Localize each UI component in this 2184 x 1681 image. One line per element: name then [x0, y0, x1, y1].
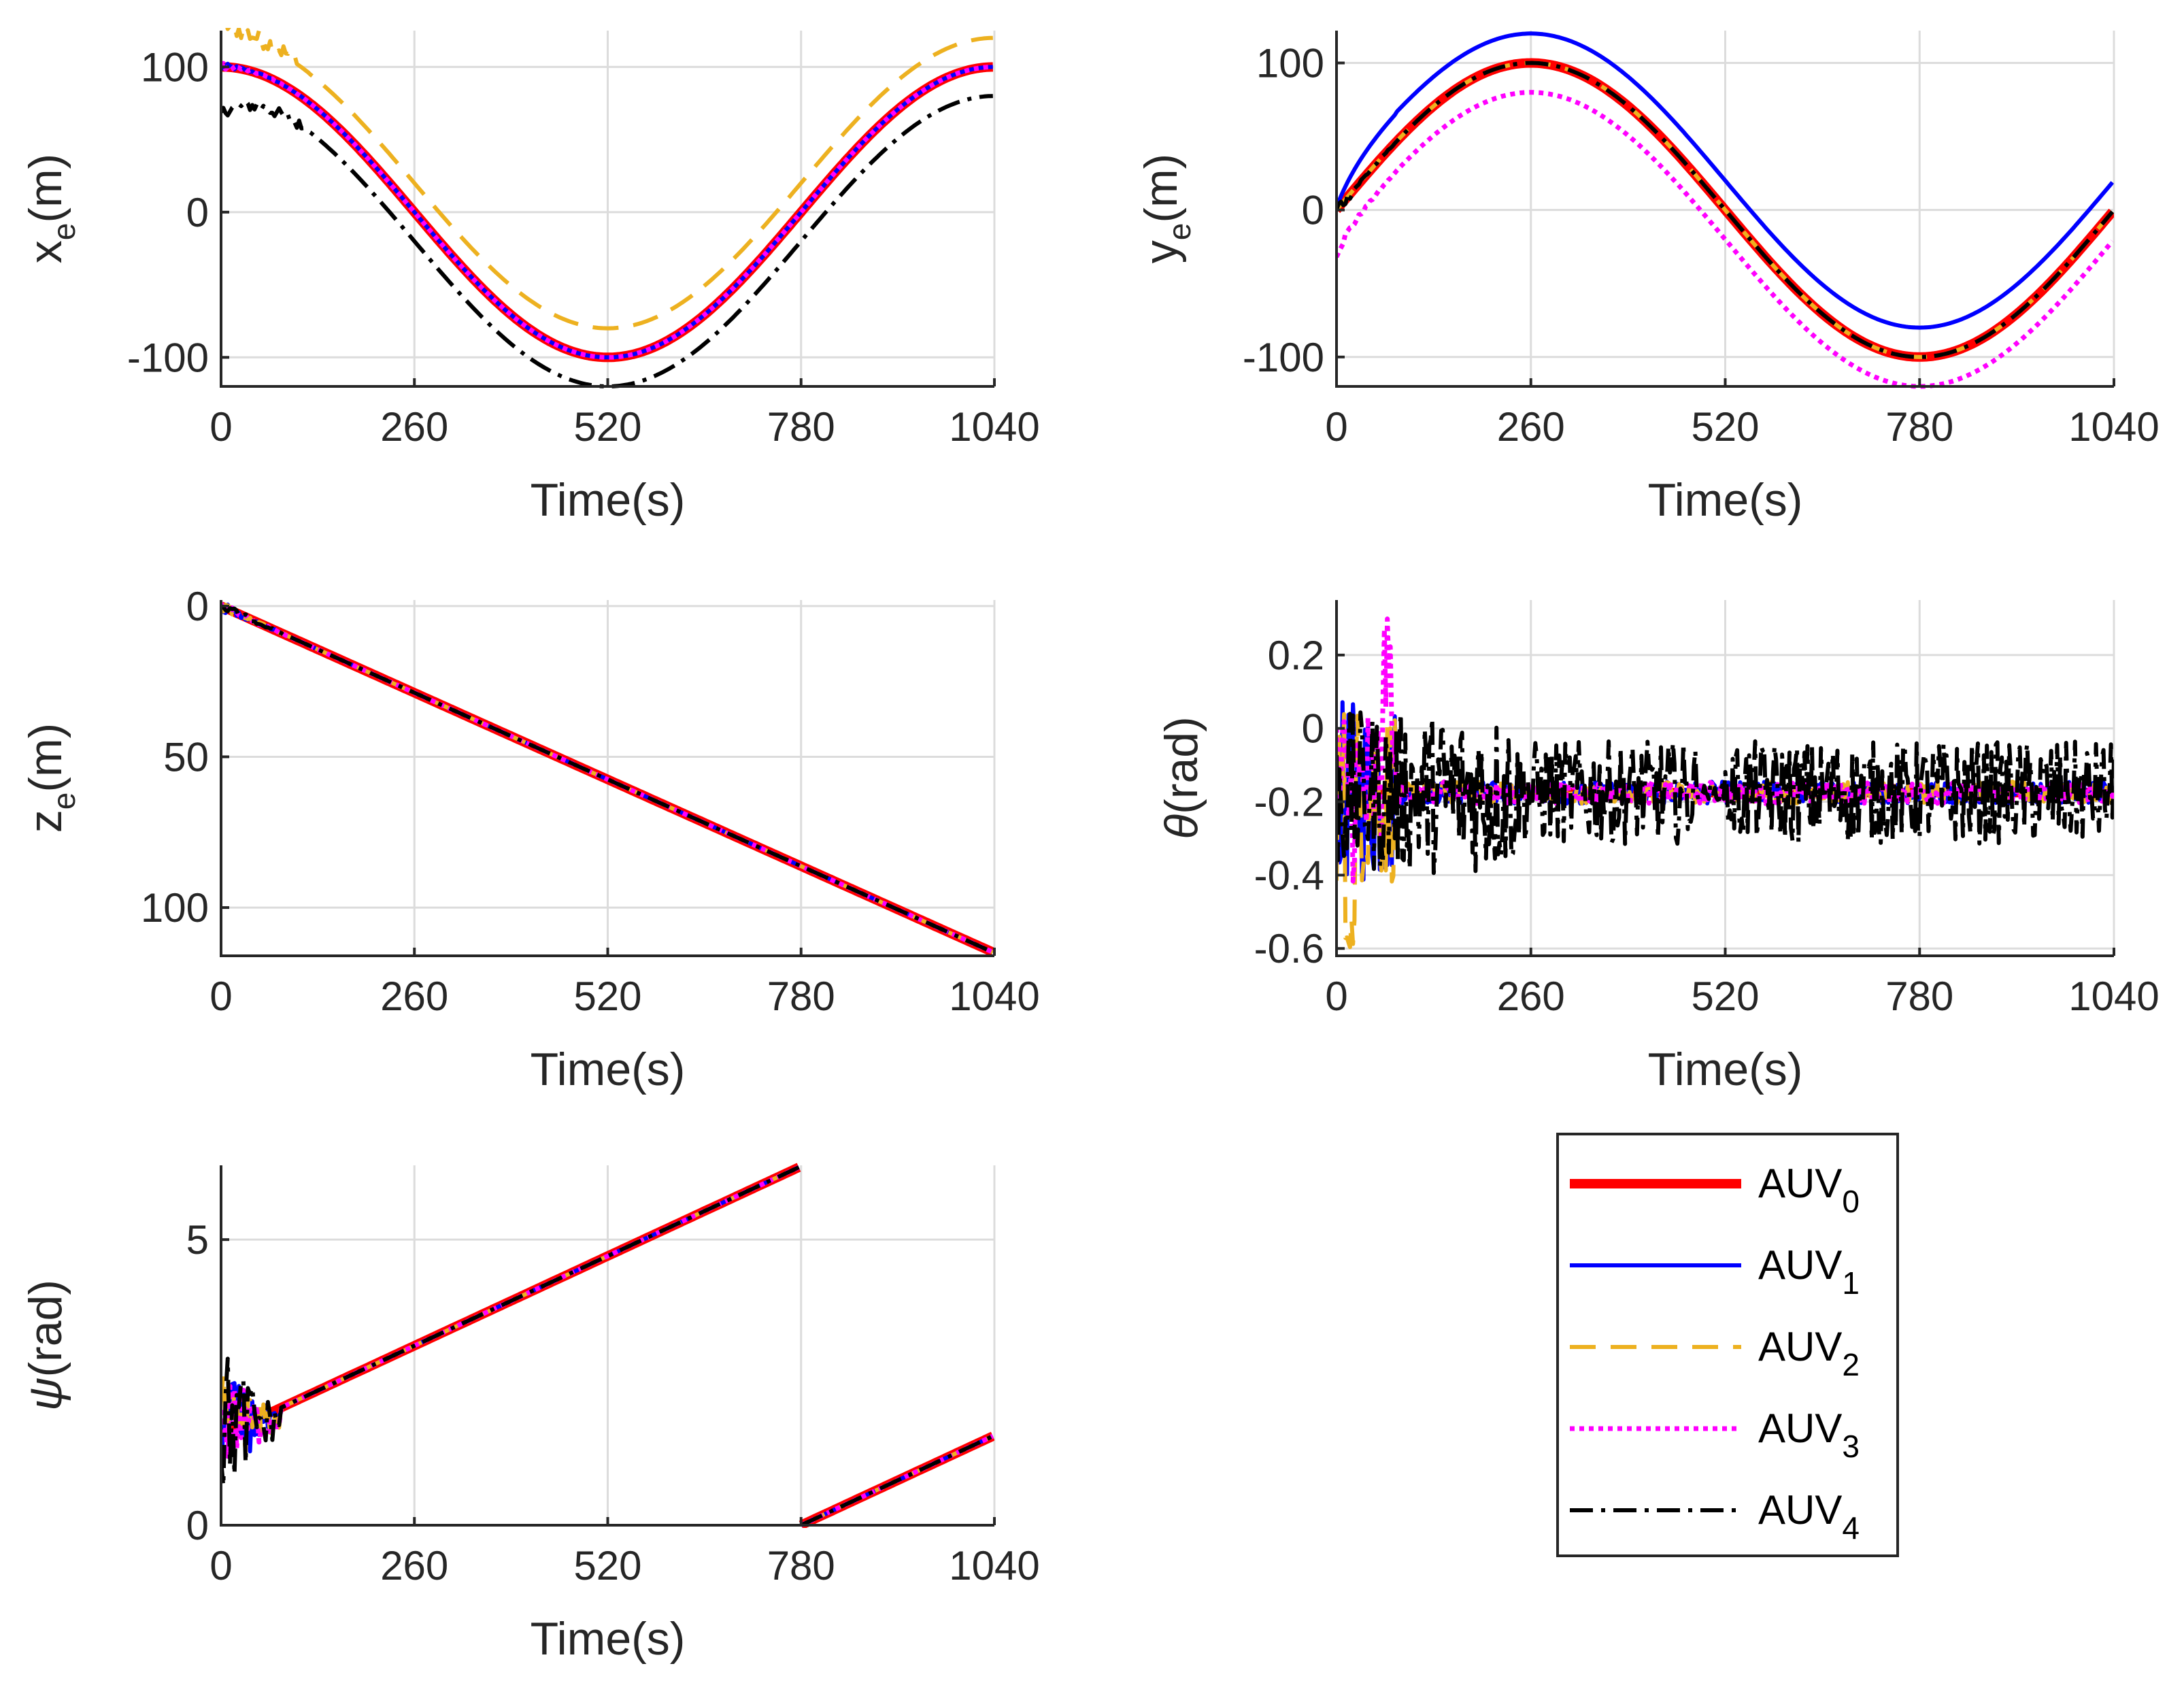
x-tick-label: 520 [573, 973, 641, 1019]
y-tick-label: 100 [141, 44, 209, 90]
y-tick-label: 0 [1302, 188, 1324, 233]
y-tick-label: -0.6 [1254, 926, 1324, 971]
y-tick-label: 5 [186, 1217, 209, 1263]
y-tick-label: 0.2 [1268, 633, 1324, 678]
series-psi-auv4 [800, 1434, 994, 1527]
y-tick-label: 0 [186, 1503, 209, 1548]
x-tick-label: 0 [1325, 973, 1347, 1019]
series-psi-auv4 [221, 1165, 800, 1488]
x-tick-label: 520 [1691, 973, 1759, 1019]
x-tick-label: 1040 [2068, 404, 2159, 450]
x-tick-label: 1040 [949, 1543, 1039, 1588]
y-tick-label: 0 [186, 190, 209, 235]
x-tick-label: 520 [1691, 404, 1759, 450]
x-tick-label: 780 [1885, 973, 1953, 1019]
x-tick-label: 520 [573, 1543, 641, 1588]
y-tick-label: 100 [1256, 41, 1324, 86]
x-tick-label: 260 [380, 1543, 448, 1588]
x-axis-label: Time(s) [531, 474, 686, 526]
y-axis-label: xe(m) [20, 154, 82, 264]
x-tick-label: 1040 [949, 404, 1039, 450]
legend-label-auv3: AUV3 [1758, 1405, 1860, 1464]
legend: AUV0 AUV1 AUV2 AUV3 AUV4 [1556, 1133, 1899, 1557]
y-tick-label: -100 [1243, 335, 1324, 380]
plot-ze: 0 260 520 780 1040 0 50 100 Time(s) ze(m) [20, 584, 1040, 1095]
x-tick-label: 0 [209, 404, 232, 450]
legend-entries: AUV0 AUV1 AUV2 AUV3 AUV4 [1570, 1161, 1860, 1546]
series-xe-auv2 [225, 28, 993, 331]
y-tick-label: 100 [141, 885, 209, 931]
x-tick-label: 0 [1325, 404, 1347, 450]
x-axis-label: Time(s) [531, 1613, 686, 1665]
plot-psi: 0 260 520 780 1040 0 5 Time(s) ψ(rad) [20, 1163, 1040, 1665]
series-xe-auv3 [221, 61, 993, 360]
y-axis-label: ψ(rad) [20, 1280, 71, 1411]
legend-label-auv2: AUV2 [1758, 1324, 1860, 1382]
legend-label-auv1: AUV1 [1758, 1242, 1860, 1301]
x-tick-label: 780 [767, 1543, 835, 1588]
x-tick-label: 260 [1497, 973, 1565, 1019]
y-tick-label: 0 [1302, 706, 1324, 752]
x-tick-label: 1040 [949, 973, 1039, 1019]
y-axis-label: θ(rad) [1156, 716, 1207, 839]
x-tick-label: 780 [767, 973, 835, 1019]
x-tick-label: 1040 [2068, 973, 2159, 1019]
x-axis-label: Time(s) [531, 1044, 686, 1095]
series-ye-auv3 [1337, 90, 2114, 389]
x-tick-label: 260 [380, 404, 448, 450]
x-axis-label: Time(s) [1648, 474, 1803, 526]
y-axis-label: ye(m) [1135, 154, 1197, 264]
y-tick-label: 50 [163, 734, 209, 780]
legend-label-auv4: AUV4 [1758, 1487, 1860, 1546]
y-tick-label: 0 [186, 584, 209, 629]
x-axis-label: Time(s) [1648, 1044, 1803, 1095]
x-tick-label: 260 [380, 973, 448, 1019]
series-ye-auv4 [1337, 61, 2114, 359]
plot-theta: 0 260 520 780 1040 0.2 0 -0.2 -0.4 -0.6 Time(s) θ(r… [1156, 600, 2160, 1095]
legend-label-auv0: AUV0 [1758, 1161, 1860, 1219]
y-tick-label: -0.4 [1254, 852, 1324, 898]
y-tick-label: -0.2 [1254, 780, 1324, 825]
x-tick-label: 0 [209, 973, 232, 1019]
x-tick-label: 0 [209, 1543, 232, 1588]
x-tick-label: 780 [1885, 404, 1953, 450]
x-tick-label: 780 [767, 404, 835, 450]
series-ye-auv1 [1337, 31, 2114, 330]
x-tick-label: 520 [573, 404, 641, 450]
y-tick-label: -100 [127, 335, 209, 380]
series-theta-auv4 [1337, 710, 2114, 876]
x-tick-label: 260 [1497, 404, 1565, 450]
series-ze-auv3 [221, 602, 994, 954]
y-axis-label: ze(m) [20, 723, 82, 833]
series-ze-auv4 [221, 604, 994, 954]
